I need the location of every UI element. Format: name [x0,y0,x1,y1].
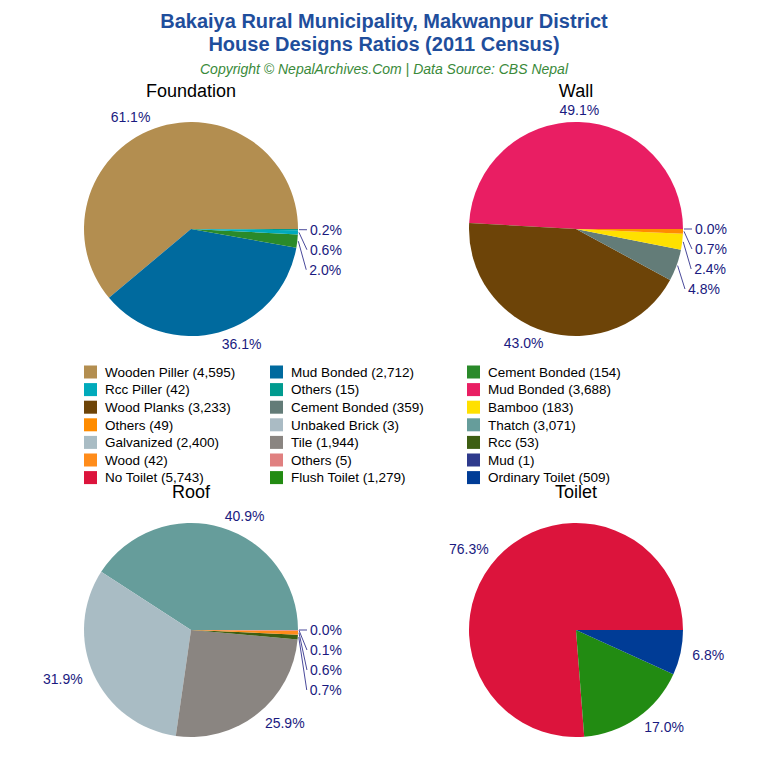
data-label: 49.1% [560,102,600,118]
legend-swatch [270,366,283,379]
legend-swatch [467,454,480,467]
subtitle: Copyright © NepalArchives.Com | Data Sou… [200,61,569,77]
data-label: 2.0% [309,262,341,278]
legend-label: Others (49) [105,418,173,433]
leader-line [299,633,307,670]
data-label: 0.0% [310,622,342,638]
data-label: 43.0% [504,335,544,351]
legend-label: Flush Toilet (1,279) [291,470,406,485]
data-label: 0.1% [310,642,342,658]
chart-title: Wall [559,81,593,101]
legend-swatch [467,401,480,414]
legend-swatch [84,471,97,484]
pie-slice [191,630,298,631]
legend-label: Thatch (3,071) [488,418,576,433]
legend-swatch [84,454,97,467]
leader-line [683,242,691,269]
leader-line [299,229,307,230]
legend-label: Others (5) [291,453,352,468]
legend-label: Rcc Piller (42) [105,382,190,397]
chart-root: Bakaiya Rural Municipality, Makwanpur Di… [0,0,768,768]
legend-label: Wood Planks (3,233) [105,400,231,415]
legend-label: Galvanized (2,400) [105,435,219,450]
legend-label: Rcc (53) [488,435,539,450]
data-label: 0.6% [310,662,342,678]
data-label: 0.0% [695,221,727,237]
legend-label: Mud Bonded (2,712) [291,365,414,380]
leader-line [299,232,307,249]
legend-swatch [467,366,480,379]
legend-label: Wood (42) [105,453,168,468]
pie-slice [84,572,191,736]
legend-swatch [84,366,97,379]
leader-line [678,266,685,289]
data-label: 0.7% [310,682,342,698]
pie-slice [576,630,683,674]
pie-slice [191,630,298,639]
data-label: 17.0% [644,719,684,735]
legend-swatch [270,401,283,414]
pie-slice [191,630,298,632]
legend-label: Bamboo (183) [488,400,574,415]
pie-slice [191,630,298,635]
data-label: 36.1% [222,336,262,352]
legend-label: Mud (1) [488,453,535,468]
pie-slice [191,229,298,234]
legend-swatch [270,454,283,467]
legend-swatch [270,418,283,431]
legend-label: Cement Bonded (154) [488,365,621,380]
legend-label: Unbaked Brick (3) [291,418,399,433]
pie-chart: 61.1% 36.1% 2.0% 0.6% 0.2% [84,109,342,352]
leader-line [299,630,307,650]
legend-label: Wooden Piller (4,595) [105,365,235,380]
title-line: Bakaiya Rural Municipality, Makwanpur Di… [160,10,608,32]
data-label: 61.1% [111,109,151,125]
pie-slice [109,229,296,336]
legend: Wooden Piller (4,595) Mud Bonded (2,712) C… [84,365,621,486]
pie-slice [469,523,683,737]
legend-swatch [467,383,480,396]
data-label: 25.9% [265,715,305,731]
legend-swatch [270,471,283,484]
pie-chart: 40.9% 31.9% 25.9% 0.7% 0.6% 0.1% 0.0% [43,508,342,737]
legend-swatch [270,383,283,396]
legend-label: Mud Bonded (3,688) [488,382,611,397]
legend-swatch [84,401,97,414]
leader-line [684,231,692,249]
leader-line [684,229,692,230]
data-label: 6.8% [692,647,724,663]
legend-swatch [84,436,97,449]
legend-swatch [84,418,97,431]
title: Bakaiya Rural Municipality, Makwanpur Di… [160,10,608,55]
legend-label: No Toilet (5,743) [105,470,204,485]
data-label: 31.9% [43,671,83,687]
legend-label: Cement Bonded (359) [291,400,424,415]
data-label: 2.4% [694,261,726,277]
legend-swatch [467,471,480,484]
pie-slice [576,229,683,250]
chart-title: Foundation [146,81,236,101]
legend-label: Tile (1,944) [291,435,359,450]
legend-label: Others (15) [291,382,359,397]
pie-chart: 49.1% 43.0% 4.8% 2.4% 0.7% 0.0% [469,102,727,351]
pie-slice [191,229,298,248]
pie-slice [191,229,298,230]
legend-swatch [467,418,480,431]
pie-slice [469,122,683,229]
title-line: House Designs Ratios (2011 Census) [208,33,559,55]
pie-slice [576,229,683,234]
data-label: 76.3% [449,541,489,557]
legend-swatch [467,436,480,449]
legend-swatch [84,383,97,396]
legend-label: Ordinary Toilet (509) [488,470,610,485]
legend-swatch [270,436,283,449]
data-label: 0.7% [695,241,727,257]
pie-chart: 76.3% 17.0% 6.8% [449,523,724,737]
pie-slice [576,229,683,230]
data-label: 4.8% [688,281,720,297]
data-label: 0.6% [310,242,342,258]
data-label: 40.9% [225,508,265,524]
leader-line [299,630,307,631]
data-label: 0.2% [310,222,342,238]
